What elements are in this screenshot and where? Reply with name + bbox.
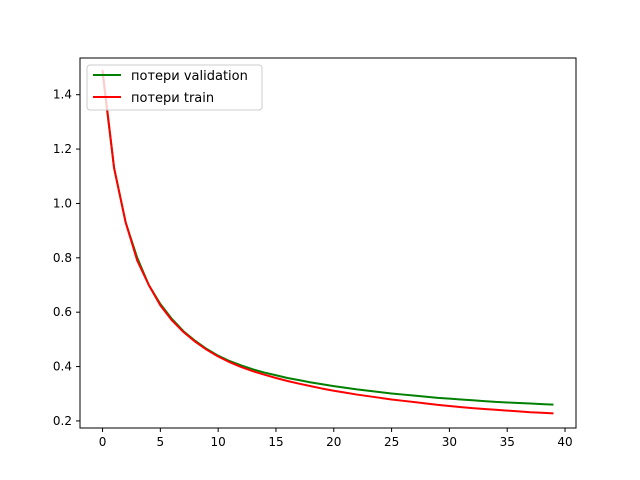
legend-box — [86, 64, 263, 111]
x-tick-label: 10 — [211, 435, 226, 449]
y-tick-label: 0.6 — [53, 305, 72, 319]
plot-frame — [79, 57, 577, 429]
x-tick-label: 5 — [157, 435, 165, 449]
x-tick-label: 30 — [442, 435, 457, 449]
x-tick-label: 35 — [500, 435, 515, 449]
legend-label-validation: потери validation — [131, 69, 248, 84]
x-tick-label: 15 — [268, 435, 283, 449]
plot-area — [80, 58, 576, 428]
legend-label-train: потери train — [131, 91, 214, 106]
y-tick-label: 0.2 — [53, 414, 72, 428]
y-tick-label: 0.8 — [53, 251, 72, 265]
x-tick-label: 20 — [326, 435, 341, 449]
y-tick-label: 1.0 — [53, 196, 72, 210]
series-line-1 — [101, 70, 554, 415]
x-tick-label: 40 — [557, 435, 572, 449]
y-tick-label: 1.2 — [53, 142, 72, 156]
series-layer — [101, 70, 554, 415]
x-tick-label: 0 — [99, 435, 107, 449]
x-axis: 0 5 10 15 20 25 30 35 40 — [99, 428, 573, 449]
y-tick-label: 1.4 — [53, 88, 72, 102]
legend: потери validation потери train — [86, 64, 263, 111]
y-tick-label: 0.4 — [53, 360, 72, 374]
x-tick-label: 25 — [384, 435, 399, 449]
y-axis: 0.2 0.4 0.6 0.8 1.0 1.2 1.4 — [53, 88, 80, 428]
